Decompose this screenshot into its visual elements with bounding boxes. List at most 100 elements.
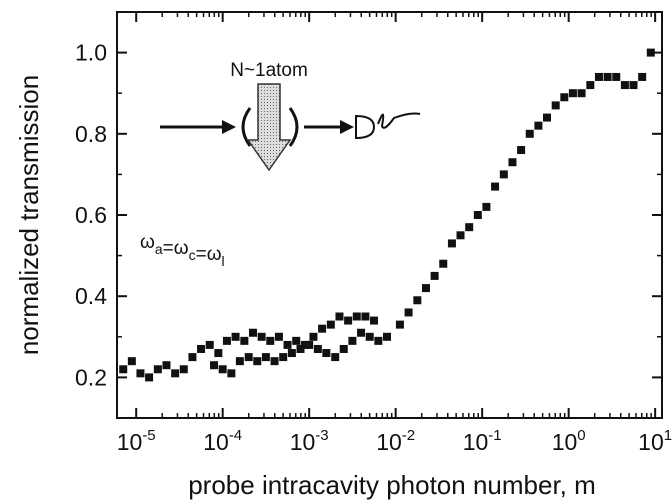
y-tick-label: 0.2 [75, 364, 107, 390]
data-point [348, 336, 357, 345]
data-point [421, 284, 430, 293]
data-point [261, 353, 270, 362]
data-point [430, 271, 439, 280]
data-point [577, 89, 586, 98]
annotation: ωa=ωc=ωl [140, 232, 225, 269]
data-point [395, 320, 404, 329]
data-point [638, 72, 647, 81]
data-point [179, 365, 188, 374]
x-tick-label: 10-5 [117, 427, 156, 455]
data-point [248, 328, 257, 337]
x-tick-label: 101 [638, 427, 672, 455]
data-point [620, 81, 629, 90]
data-point [560, 93, 569, 102]
data-point [568, 89, 577, 98]
data-point [646, 48, 655, 57]
data-point [305, 340, 314, 349]
y-tick-label: 0.4 [75, 283, 107, 309]
data-point [127, 357, 136, 366]
data-point [145, 373, 154, 382]
data-point [279, 353, 288, 362]
data-point [266, 336, 275, 345]
data-point [244, 353, 253, 362]
data-point [499, 170, 508, 179]
data-point [283, 340, 292, 349]
data-point [534, 121, 543, 130]
data-point [222, 336, 231, 345]
data-point [357, 328, 366, 337]
data-point [365, 332, 374, 341]
data-point [257, 332, 266, 341]
data-point [413, 296, 422, 305]
data-point [253, 357, 262, 366]
data-point [331, 353, 340, 362]
data-point [296, 344, 305, 353]
annotation: N~1atom [230, 60, 308, 81]
data-point [482, 202, 491, 211]
x-tick-label: 10-4 [203, 427, 242, 455]
data-point [383, 332, 392, 341]
data-point [352, 312, 361, 321]
data-point [171, 369, 180, 378]
y-tick-label: 0.6 [75, 202, 107, 228]
data-point [210, 361, 219, 370]
x-tick-label: 10-1 [463, 427, 502, 455]
data-point [153, 365, 162, 374]
data-point [594, 72, 603, 81]
data-point [551, 101, 560, 110]
data-point [119, 365, 128, 374]
data-point [339, 344, 348, 353]
data-point [335, 312, 344, 321]
data-point [439, 259, 448, 268]
data-point [473, 211, 482, 219]
data-point [214, 349, 223, 358]
x-tick-label: 10-3 [290, 427, 329, 455]
data-point [543, 113, 552, 122]
data-point [404, 308, 413, 317]
data-point [508, 158, 517, 167]
data-point [240, 336, 249, 345]
data-point [344, 316, 353, 325]
data-point [162, 361, 171, 370]
data-point [629, 81, 638, 90]
data-point [218, 365, 227, 374]
data-point [197, 344, 206, 353]
data-point [603, 72, 612, 81]
data-point [235, 357, 244, 366]
y-tick-label: 0.8 [75, 121, 107, 147]
data-point [326, 320, 335, 329]
plot-frame [116, 11, 663, 419]
data-point [313, 344, 322, 353]
data-point [322, 349, 331, 358]
data-point [447, 239, 456, 248]
x-tick-label: 10-2 [376, 427, 415, 455]
data-point [300, 340, 309, 349]
data-point [270, 357, 279, 366]
y-axis-label: normalized transmission [14, 75, 44, 355]
atom-arrow [246, 83, 292, 172]
data-point [231, 332, 240, 341]
data-point [374, 336, 383, 345]
x-tick-label: 100 [552, 427, 586, 455]
data-point [318, 324, 327, 333]
data-point [612, 72, 621, 81]
data-point [370, 316, 379, 325]
data-point [309, 332, 318, 341]
data-point [465, 223, 474, 232]
data-point [292, 336, 301, 345]
data-point [361, 312, 370, 321]
data-point [274, 332, 283, 341]
cavity-diagram [160, 107, 421, 147]
data-point [188, 353, 197, 362]
x-axis-label: probe intracavity photon number, m [188, 470, 596, 500]
data-point [525, 129, 534, 138]
data-point [227, 369, 236, 378]
data-point [586, 81, 595, 90]
data-point [491, 182, 500, 191]
data-point [517, 146, 526, 155]
y-tick-label: 1.0 [75, 40, 107, 66]
data-point [136, 369, 145, 378]
data-point [205, 340, 214, 349]
data-point [456, 231, 465, 240]
